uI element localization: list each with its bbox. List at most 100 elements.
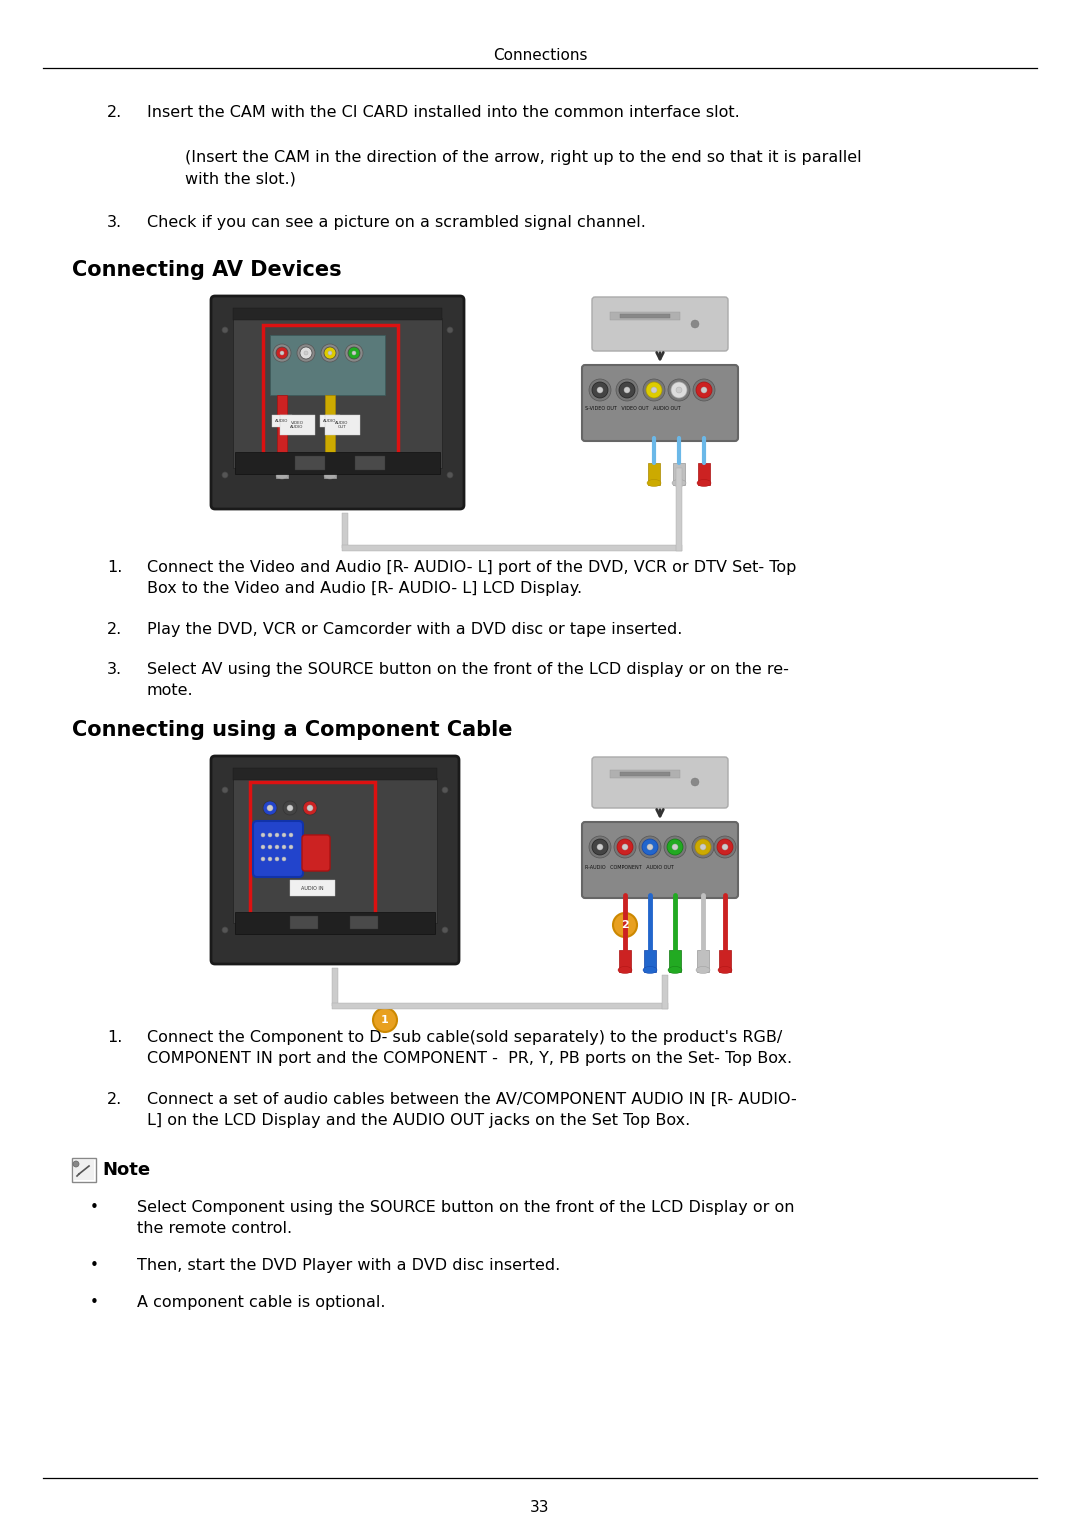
Bar [325, 415, 360, 435]
Text: Connect the Video and Audio [R- AUDIO- L] port of the DVD, VCR or DTV Set- Top
B: Connect the Video and Audio [R- AUDIO- L… [147, 560, 796, 596]
Circle shape [597, 844, 603, 851]
Circle shape [275, 844, 279, 849]
Circle shape [691, 777, 699, 786]
Ellipse shape [618, 967, 632, 974]
Circle shape [276, 347, 288, 359]
Bar [342, 545, 681, 551]
Text: A component cable is optional.: A component cable is optional. [137, 1295, 386, 1310]
Circle shape [622, 844, 627, 851]
Text: VIDEO
AUDIO: VIDEO AUDIO [291, 421, 303, 429]
Circle shape [615, 835, 636, 858]
FancyBboxPatch shape [253, 822, 303, 876]
Bar [350, 916, 378, 928]
Circle shape [282, 834, 286, 837]
Bar [233, 318, 442, 467]
Bar [676, 467, 681, 551]
Circle shape [283, 802, 297, 815]
Text: 33: 33 [530, 1500, 550, 1515]
Bar [325, 395, 335, 460]
Circle shape [273, 344, 291, 362]
Circle shape [268, 857, 272, 861]
Circle shape [676, 386, 681, 392]
Bar [249, 782, 375, 927]
Circle shape [345, 344, 363, 362]
Ellipse shape [672, 479, 686, 487]
Text: •: • [90, 1258, 99, 1274]
Circle shape [442, 786, 448, 793]
Ellipse shape [647, 479, 661, 487]
Circle shape [589, 379, 611, 402]
Bar [264, 325, 399, 470]
Circle shape [275, 857, 279, 861]
Circle shape [268, 844, 272, 849]
Bar [320, 415, 340, 428]
Bar [291, 880, 335, 896]
Bar [662, 976, 669, 1009]
Text: 1: 1 [381, 1015, 389, 1025]
FancyBboxPatch shape [211, 296, 464, 508]
Bar [610, 770, 680, 777]
Circle shape [643, 379, 665, 402]
Circle shape [667, 838, 683, 855]
Circle shape [619, 382, 635, 399]
Circle shape [300, 347, 312, 359]
Bar [619, 950, 631, 973]
Text: •: • [90, 1200, 99, 1215]
Circle shape [701, 386, 707, 392]
FancyBboxPatch shape [592, 296, 728, 351]
Circle shape [321, 344, 339, 362]
Text: Connect the Component to D- sub cable(sold separately) to the product's RGB/
COM: Connect the Component to D- sub cable(so… [147, 1031, 792, 1066]
Circle shape [617, 838, 633, 855]
Text: AUDIO IN: AUDIO IN [300, 886, 323, 890]
Text: Check if you can see a picture on a scrambled signal channel.: Check if you can see a picture on a scra… [147, 215, 646, 231]
Bar [233, 777, 437, 922]
Circle shape [672, 844, 678, 851]
Text: 2: 2 [621, 919, 629, 930]
Circle shape [289, 834, 293, 837]
Circle shape [289, 844, 293, 849]
Bar [698, 463, 710, 486]
Circle shape [280, 351, 284, 354]
Circle shape [222, 472, 228, 478]
Circle shape [616, 379, 638, 402]
Circle shape [671, 382, 687, 399]
Circle shape [669, 379, 690, 402]
Text: Connect a set of audio cables between the AV/COMPONENT AUDIO IN [R- AUDIO-
L] on: Connect a set of audio cables between th… [147, 1092, 797, 1128]
Bar [697, 950, 708, 973]
Text: Note: Note [102, 1161, 150, 1179]
Bar [75, 1161, 94, 1180]
Circle shape [73, 1161, 79, 1167]
Bar [355, 457, 384, 470]
Circle shape [447, 327, 453, 333]
Circle shape [261, 844, 265, 849]
Text: Connections: Connections [492, 47, 588, 63]
Circle shape [261, 834, 265, 837]
Text: Select Component using the SOURCE button on the front of the LCD Display or on
t: Select Component using the SOURCE button… [137, 1200, 795, 1235]
FancyBboxPatch shape [302, 835, 330, 870]
Circle shape [589, 835, 611, 858]
Bar [72, 1157, 96, 1182]
Circle shape [282, 857, 286, 861]
Circle shape [642, 838, 658, 855]
Text: 1.: 1. [107, 560, 122, 576]
Circle shape [222, 327, 228, 333]
Ellipse shape [324, 473, 336, 479]
Circle shape [267, 805, 273, 811]
Circle shape [222, 927, 228, 933]
Circle shape [624, 386, 630, 392]
Text: Select AV using the SOURCE button on the front of the LCD display or on the re-
: Select AV using the SOURCE button on the… [147, 663, 788, 698]
Bar [291, 916, 318, 928]
Bar [233, 768, 437, 780]
Text: 3.: 3. [107, 215, 122, 231]
Text: Insert the CAM with the CI CARD installed into the common interface slot.: Insert the CAM with the CI CARD installe… [147, 105, 740, 121]
Circle shape [717, 838, 733, 855]
Ellipse shape [643, 967, 657, 974]
Circle shape [275, 834, 279, 837]
FancyBboxPatch shape [211, 756, 459, 964]
Text: 3.: 3. [107, 663, 122, 676]
Circle shape [303, 802, 318, 815]
Text: AUDIO
OUT: AUDIO OUT [335, 421, 349, 429]
Circle shape [303, 351, 308, 354]
Text: AUDIO: AUDIO [275, 418, 288, 423]
Bar [648, 463, 660, 486]
